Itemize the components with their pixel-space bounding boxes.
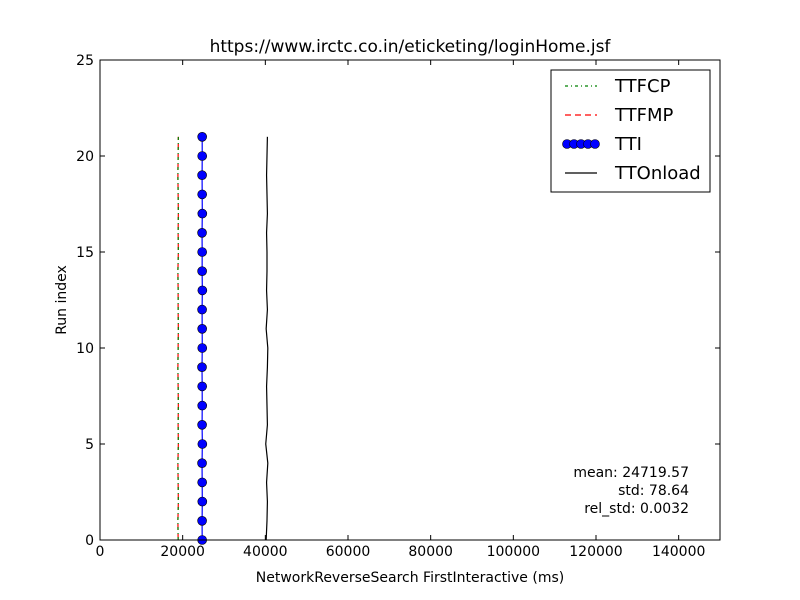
x-axis: 0 20000 40000 60000 80000 100000 120000 140000 bbox=[96, 60, 705, 560]
y-tick-label: 15 bbox=[76, 245, 94, 261]
point-tti bbox=[197, 285, 208, 296]
point-tti bbox=[197, 266, 207, 277]
x-tick-label: 20000 bbox=[160, 544, 205, 560]
point-tti bbox=[197, 439, 208, 449]
x-tick-label: 100000 bbox=[487, 544, 540, 560]
point-tti bbox=[197, 151, 208, 161]
x-tick-label: 0 bbox=[96, 544, 105, 560]
point-tti bbox=[197, 381, 207, 392]
stats-annotation: mean: 24719.57 std: 78.64 rel_std: 0.003… bbox=[573, 465, 689, 517]
x-tick-label: 120000 bbox=[569, 544, 622, 560]
stats-std: std: 78.64 bbox=[618, 483, 689, 499]
point-tti bbox=[197, 477, 207, 488]
point-tti bbox=[197, 247, 207, 257]
point-tti bbox=[197, 343, 208, 353]
y-axis: 0 5 10 15 20 25 bbox=[76, 53, 720, 549]
point-tti bbox=[197, 400, 208, 411]
y-tick-label: 10 bbox=[76, 341, 94, 357]
x-axis-title: NetworkReverseSearch FirstInteractive (m… bbox=[256, 570, 564, 586]
plot-marks bbox=[177, 132, 269, 545]
stats-rel-std: rel_std: 0.0032 bbox=[584, 501, 689, 517]
point-tti bbox=[197, 419, 207, 430]
point-tti bbox=[197, 170, 207, 180]
point-tti bbox=[197, 228, 207, 238]
legend-label-tti: TTI bbox=[614, 134, 642, 155]
chart-title: https://www.irctc.co.in/eticketing/login… bbox=[210, 37, 612, 57]
series-line-ttonload bbox=[265, 136, 269, 541]
legend-marker-tti-5 bbox=[590, 139, 600, 149]
legend: TTFCP TTFMP TTI TTOnload bbox=[550, 69, 711, 193]
y-tick-label: 5 bbox=[85, 437, 94, 453]
legend-frame bbox=[550, 69, 711, 193]
x-tick-label: 60000 bbox=[326, 544, 371, 560]
point-tti bbox=[197, 496, 208, 507]
point-tti bbox=[197, 304, 207, 315]
x-tick-label: 80000 bbox=[408, 544, 453, 560]
y-tick-label: 20 bbox=[76, 149, 94, 165]
plot-frame bbox=[99, 59, 721, 541]
point-tti bbox=[197, 515, 207, 526]
point-tti bbox=[197, 362, 207, 373]
legend-label-ttfmp: TTFMP bbox=[614, 105, 674, 126]
point-tti bbox=[197, 208, 208, 219]
y-tick-label: 0 bbox=[85, 533, 94, 549]
legend-label-ttonload: TTOnload bbox=[614, 163, 701, 184]
point-tti bbox=[197, 132, 207, 142]
legend-label-ttfcp: TTFCP bbox=[614, 76, 671, 97]
y-axis-title: Run index bbox=[54, 265, 70, 335]
x-tick-label: 40000 bbox=[243, 544, 288, 560]
x-tick-label: 140000 bbox=[652, 544, 705, 560]
point-tti bbox=[197, 189, 207, 200]
point-tti bbox=[197, 323, 207, 334]
point-tti bbox=[197, 458, 207, 469]
stats-mean: mean: 24719.57 bbox=[573, 465, 689, 481]
y-tick-label: 25 bbox=[76, 53, 94, 69]
